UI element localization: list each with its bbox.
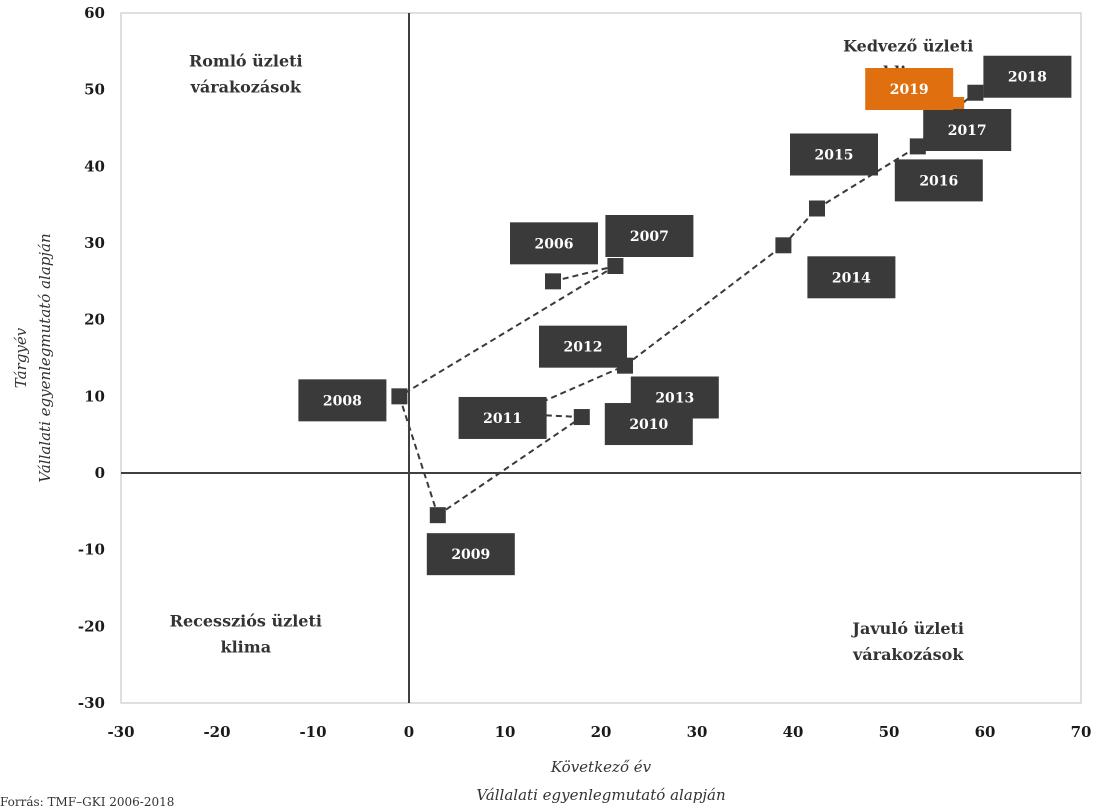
point-2010 (573, 409, 590, 426)
label-box-2014 (807, 256, 896, 299)
y-tick-label: 30 (84, 234, 105, 252)
connection-line (552, 265, 616, 283)
y-tick-label: 0 (95, 464, 105, 482)
y-tick-label: -10 (78, 541, 105, 559)
label-box-2007 (605, 215, 694, 257)
label-text-2013: 2013 (655, 391, 694, 407)
quadrant-label-top-left: várakozások (190, 78, 302, 97)
label-box-2018 (983, 55, 1072, 98)
y-axis-title-line2: Vállalati egyenlegmutató alapján (36, 233, 54, 482)
x-tick-label: 50 (879, 723, 900, 741)
label-box-2008 (298, 379, 387, 422)
x-axis-title-line1: Következő év (550, 758, 652, 776)
point-2007 (607, 258, 624, 274)
label-box-2016 (894, 159, 983, 202)
tick-labels: -30 -20 -10 0 10 20 30 40 50 60 70 -30 -20 -10 0 10 20 30… (78, 4, 1092, 741)
source-note: Forrás: TMF–GKI 2006-2018 (0, 795, 174, 809)
y-axis-title-line1: Tárgyév (12, 327, 30, 388)
x-tick-label: -10 (299, 723, 326, 741)
label-text-2012: 2012 (564, 340, 603, 356)
connection-line (398, 265, 616, 398)
quadrant-label-top-right: Kedvező üzleti (843, 36, 973, 55)
x-tick-label: -30 (107, 723, 134, 741)
label-text-2011: 2011 (483, 411, 522, 427)
point-2015 (809, 200, 825, 217)
x-tick-label: 0 (404, 723, 414, 741)
x-tick-label: 60 (975, 723, 996, 741)
quadrant-label-bottom-right: várakozások (852, 645, 964, 664)
point-2018 (967, 84, 984, 101)
y-tick-label: 10 (84, 387, 105, 405)
x-tick-label: 20 (591, 723, 612, 741)
quadrant-label-top-left: Romló üzleti (189, 52, 303, 71)
x-axis-title-line2: Vállalati egyenlegmutató alapján (476, 786, 725, 804)
point-2008 (391, 388, 408, 405)
connection-line (624, 244, 785, 367)
y-tick-label: 60 (84, 4, 105, 22)
y-tick-label: 50 (84, 81, 105, 99)
label-text-2006: 2006 (535, 236, 574, 252)
point-labels: 2006 2007 2008 2009 2010 2011 2012 2013 2014 2015… (298, 55, 1072, 576)
point-2006 (545, 273, 561, 290)
quadrant-label-bottom-left: klima (221, 637, 272, 656)
label-box-2006 (510, 222, 598, 265)
connection-line (514, 412, 582, 419)
connection-line (398, 396, 439, 516)
x-tick-label: -20 (203, 723, 230, 741)
label-box-2013 (630, 376, 719, 419)
point-2014 (775, 237, 792, 254)
label-box-2015 (790, 133, 878, 176)
label-text-2007: 2007 (630, 229, 669, 245)
y-tick-label: 20 (84, 311, 105, 329)
label-box-2017 (923, 109, 1012, 151)
quadrant-label-bottom-left: Recessziós üzleti (170, 611, 322, 630)
label-text-2016: 2016 (919, 173, 958, 189)
y-tick-label: -20 (78, 617, 105, 635)
label-text-2009: 2009 (451, 547, 490, 563)
label-box-2012 (539, 325, 627, 368)
label-text-2018: 2018 (1008, 70, 1047, 86)
label-text-2008: 2008 (323, 393, 362, 409)
label-text-2019: 2019 (890, 82, 929, 98)
x-tick-label: 40 (783, 723, 804, 741)
label-text-2015: 2015 (815, 148, 854, 164)
label-text-2017: 2017 (948, 123, 987, 139)
y-tick-label: -30 (78, 694, 105, 712)
label-text-2014: 2014 (832, 270, 871, 286)
point-2016 (909, 138, 926, 155)
quadrant-label-bottom-right: Javuló üzleti (850, 619, 964, 638)
label-text-2010: 2010 (629, 417, 668, 433)
label-box-2009 (426, 533, 515, 576)
label-box-2019 (865, 68, 954, 110)
point-2009 (429, 507, 446, 524)
label-box-2011 (458, 396, 547, 439)
x-tick-label: 30 (687, 723, 708, 741)
y-tick-label: 40 (84, 157, 105, 175)
axes (121, 13, 1081, 703)
x-tick-label: 70 (1071, 723, 1092, 741)
connection-line (437, 416, 583, 516)
x-tick-label: 10 (495, 723, 516, 741)
